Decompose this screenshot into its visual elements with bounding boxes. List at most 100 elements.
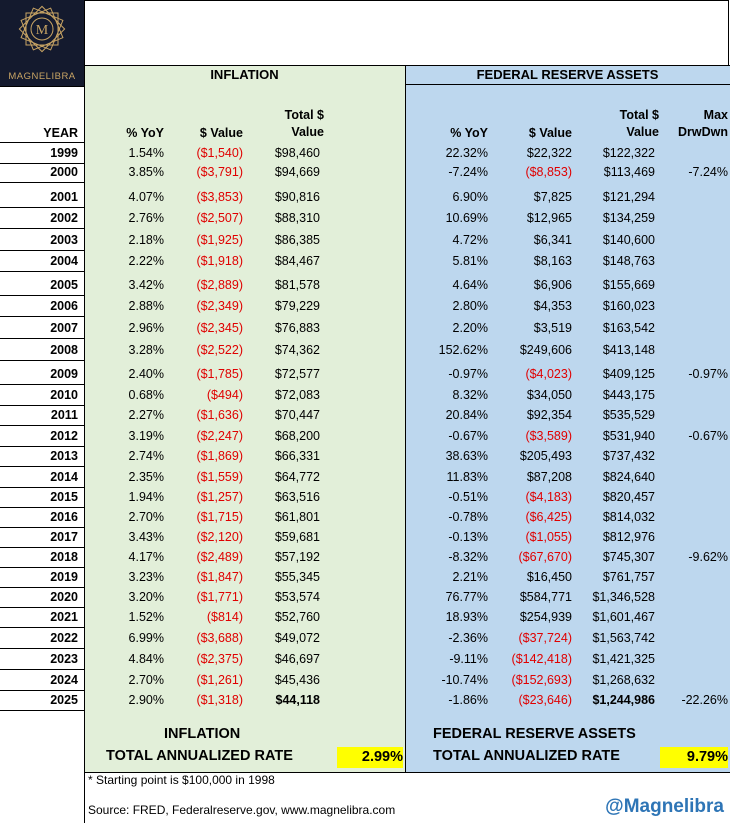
fed-yoy-cell: 5.81% <box>452 254 488 268</box>
year-cell: 2024 <box>50 673 78 687</box>
infl-value-cell: ($1,257) <box>196 490 243 504</box>
fed-value-cell: $22,322 <box>526 146 572 160</box>
max-drawdown-cell <box>670 208 728 229</box>
fed-total-cell: $134,259 <box>602 211 655 225</box>
fed-yoy-cell: -8.32% <box>448 550 488 564</box>
grid-line <box>0 587 84 588</box>
fed-yoy-cell: 22.32% <box>445 146 488 160</box>
infl-total-cell: $98,460 <box>274 146 320 160</box>
year-cell: 2007 <box>50 321 78 335</box>
inflation-rate-value: 2.99% <box>337 747 403 768</box>
infl-value-cell: ($2,889) <box>196 278 243 292</box>
max-drawdown-cell <box>670 385 728 406</box>
infl-yoy-cell: 4.17% <box>128 550 164 564</box>
grid-line <box>84 772 730 773</box>
grid-line <box>405 66 406 772</box>
fed-total-cell: $1,563,742 <box>592 631 655 645</box>
year-cell: 2012 <box>50 429 78 443</box>
infl-value-cell: ($3,791) <box>196 165 243 179</box>
table-row: 2001 4.07% ($3,853) $90,816 6.90% $7,825 $121,… <box>0 187 730 208</box>
fed-yoy-cell: 4.64% <box>452 278 488 292</box>
max-drawdown-cell <box>670 507 728 528</box>
table-row: 2014 2.35% ($1,559) $64,772 11.83% $87,208 $82… <box>0 467 730 488</box>
fed-total-cell: $163,542 <box>602 321 655 335</box>
fed-value-cell: $584,771 <box>519 590 572 604</box>
infl-total-cell: $64,772 <box>274 470 320 484</box>
max-drawdown-cell: -9.62% <box>688 550 728 564</box>
col-maxdd-2: DrwDwn <box>678 125 728 139</box>
grid-line <box>0 627 84 628</box>
table-row: 2021 1.52% ($814) $52,760 18.93% $254,939 $1,6… <box>0 607 730 628</box>
max-drawdown-cell <box>670 405 728 426</box>
grid-line <box>0 567 84 568</box>
infl-yoy-cell: 6.99% <box>128 631 164 645</box>
fed-value-cell: $249,606 <box>519 343 572 357</box>
col-infl-total-1: Total $ <box>284 108 324 122</box>
grid-line <box>0 360 84 361</box>
fed-yoy-cell: -9.11% <box>449 652 488 666</box>
max-drawdown-cell <box>670 340 728 361</box>
grid-line <box>0 607 84 608</box>
infl-total-cell: $59,681 <box>274 530 320 544</box>
infl-value-cell: ($1,918) <box>196 254 243 268</box>
col-fed-value: $ Value <box>528 126 572 140</box>
grid-line <box>0 142 84 143</box>
year-cell: 2002 <box>50 211 78 225</box>
infl-value-cell: ($2,247) <box>196 429 243 443</box>
fed-total-cell: $409,125 <box>602 367 655 381</box>
max-drawdown-cell <box>670 587 728 608</box>
grid-line <box>0 163 84 164</box>
infl-yoy-cell: 2.88% <box>128 299 164 313</box>
fed-yoy-cell: 2.21% <box>452 570 488 584</box>
table-row: 2000 3.85% ($3,791) $94,669 -7.24% ($8,853) $1… <box>0 162 730 183</box>
fed-rate-value: 9.79% <box>660 747 728 768</box>
fed-value-cell: ($23,646) <box>518 693 572 707</box>
year-cell: 2004 <box>50 254 78 268</box>
infl-total-cell: $86,385 <box>274 233 320 247</box>
fed-value-cell: ($3,589) <box>525 429 572 443</box>
fed-value-cell: $7,825 <box>533 190 572 204</box>
infl-value-cell: ($1,715) <box>196 510 243 524</box>
fed-total-cell: $1,601,467 <box>592 610 655 624</box>
infl-yoy-cell: 2.76% <box>128 211 164 225</box>
max-drawdown-cell <box>670 567 728 588</box>
infl-yoy-cell: 2.70% <box>128 673 164 687</box>
grid-line <box>405 84 730 85</box>
year-cell: 2022 <box>50 631 78 645</box>
infl-yoy-cell: 2.35% <box>128 470 164 484</box>
table-row: 2025 2.90% ($1,318) $44,118 -1.86% ($23,646) $… <box>0 690 730 711</box>
fed-value-cell: $16,450 <box>526 570 572 584</box>
infl-yoy-cell: 3.42% <box>128 278 164 292</box>
fed-total-cell: $745,307 <box>602 550 655 564</box>
infl-total-cell: $88,310 <box>274 211 320 225</box>
source-note: Source: FRED, Federalreserve.gov, www.ma… <box>88 803 396 817</box>
social-handle: @Magnelibra <box>605 796 724 817</box>
table-row: 2023 4.84% ($2,375) $46,697 -9.11% ($142,418)… <box>0 649 730 670</box>
max-drawdown-cell <box>670 143 728 164</box>
fed-total-cell: $413,148 <box>602 343 655 357</box>
grid-line <box>0 271 84 272</box>
fed-yoy-cell: 2.20% <box>452 321 488 335</box>
fed-yoy-cell: 76.77% <box>445 590 488 604</box>
infl-total-cell: $46,697 <box>274 652 320 666</box>
year-cell: 2023 <box>50 652 78 666</box>
grid-line <box>0 86 84 87</box>
grid-line <box>0 669 84 670</box>
year-cell: 2018 <box>50 550 78 564</box>
infl-yoy-cell: 3.43% <box>128 530 164 544</box>
fed-value-cell: ($152,693) <box>511 673 572 687</box>
fed-total-cell: $820,457 <box>602 490 655 504</box>
infl-yoy-cell: 1.52% <box>128 610 164 624</box>
infl-yoy-cell: 0.68% <box>128 388 164 402</box>
fed-value-cell: $87,208 <box>526 470 572 484</box>
infl-total-cell: $49,072 <box>274 631 320 645</box>
infl-value-cell: ($1,771) <box>196 590 243 604</box>
year-cell: 2010 <box>50 388 78 402</box>
infl-value-cell: ($1,785) <box>196 367 243 381</box>
grid-line <box>0 425 84 426</box>
max-drawdown-cell: -7.24% <box>688 165 728 179</box>
table-row: 2018 4.17% ($2,489) $57,192 -8.32% ($67,670) $… <box>0 547 730 568</box>
fed-yoy-cell: -2.36% <box>448 631 488 645</box>
grid-line <box>0 405 84 406</box>
fed-total-cell: $824,640 <box>602 470 655 484</box>
